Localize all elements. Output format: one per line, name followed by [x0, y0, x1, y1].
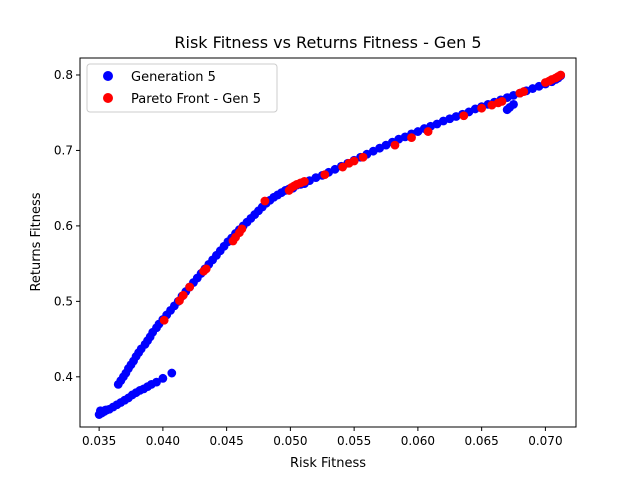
pareto-point-0 [159, 315, 169, 325]
pareto-point-16 [300, 176, 309, 186]
x-ticks: 0.035 0.040 0.045 0.050 0.055 0.060 0.065 0.070 [82, 427, 563, 448]
x-tick-label-2: 0.045 [209, 434, 243, 448]
x-tick-label-5: 0.060 [401, 434, 435, 448]
pareto-point-26 [477, 103, 487, 113]
pareto-point-9 [237, 224, 247, 234]
pareto-point-17 [320, 170, 330, 179]
pareto-point-5 [201, 264, 211, 274]
generation-point-16 [152, 377, 161, 387]
pareto-point-25 [459, 111, 469, 121]
y-tick-label-1: 0.5 [54, 294, 73, 308]
x-tick-label-4: 0.055 [337, 434, 371, 448]
pareto-point-37 [556, 70, 566, 80]
pareto-point-10 [260, 196, 270, 206]
generation-point-18 [167, 368, 177, 378]
x-tick-label-6: 0.065 [464, 434, 498, 448]
x-tick-label-3: 0.050 [273, 434, 307, 448]
legend-label-generation: Generation 5 [131, 70, 216, 85]
pareto-point-22 [390, 140, 400, 150]
pareto-point-31 [519, 87, 529, 96]
y-ticks: 0.4 0.5 0.6 0.7 0.8 [54, 68, 80, 384]
plot-frame [79, 57, 577, 428]
pareto-point-21 [358, 152, 368, 162]
legend-box [86, 63, 278, 113]
x-tick-label-7: 0.070 [528, 434, 562, 448]
y-tick-label-3: 0.7 [54, 143, 73, 157]
y-tick-label-0: 0.4 [54, 370, 73, 384]
pareto-point-23 [407, 133, 416, 143]
legend: Generation 5 Pareto Front - Gen 5 [86, 63, 278, 113]
pareto-point-20 [349, 156, 359, 166]
pareto-point-24 [423, 127, 433, 136]
y-axis-label: Returns Fitness [29, 192, 44, 291]
y-tick-label-4: 0.8 [54, 68, 73, 82]
x-tick-label-0: 0.035 [82, 434, 116, 448]
pareto-point-3 [185, 282, 195, 292]
points-layer [94, 70, 566, 419]
legend-marker-generation [103, 71, 113, 81]
chart-title: Risk Fitness vs Returns Fitness - Gen 5 [174, 33, 481, 52]
y-tick-label-2: 0.6 [54, 219, 73, 233]
legend-label-pareto: Pareto Front - Gen 5 [131, 92, 261, 107]
generation-point-20 [101, 405, 110, 415]
pareto-point-29 [497, 96, 507, 106]
x-tick-label-1: 0.040 [146, 434, 180, 448]
pareto-point-2 [178, 290, 188, 300]
generation-point-17 [158, 373, 168, 383]
x-axis-label: Risk Fitness [290, 456, 366, 471]
pareto-point-18 [338, 162, 348, 172]
legend-marker-pareto [103, 93, 113, 103]
generation-point-108 [509, 100, 518, 109]
